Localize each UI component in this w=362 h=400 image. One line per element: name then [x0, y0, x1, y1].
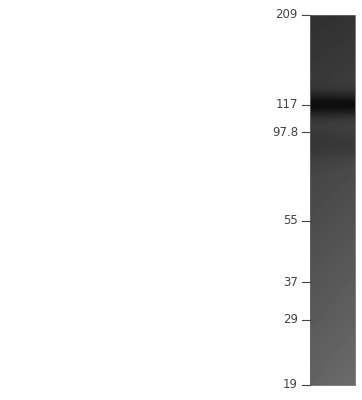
Text: 29: 29 [283, 313, 298, 326]
Text: 37: 37 [283, 276, 298, 289]
Bar [310, 15, 355, 385]
Text: 209: 209 [275, 8, 298, 22]
Text: 19: 19 [283, 378, 298, 392]
Text: 97.8: 97.8 [272, 126, 298, 139]
Text: 117: 117 [275, 98, 298, 111]
Text: 55: 55 [283, 214, 298, 228]
